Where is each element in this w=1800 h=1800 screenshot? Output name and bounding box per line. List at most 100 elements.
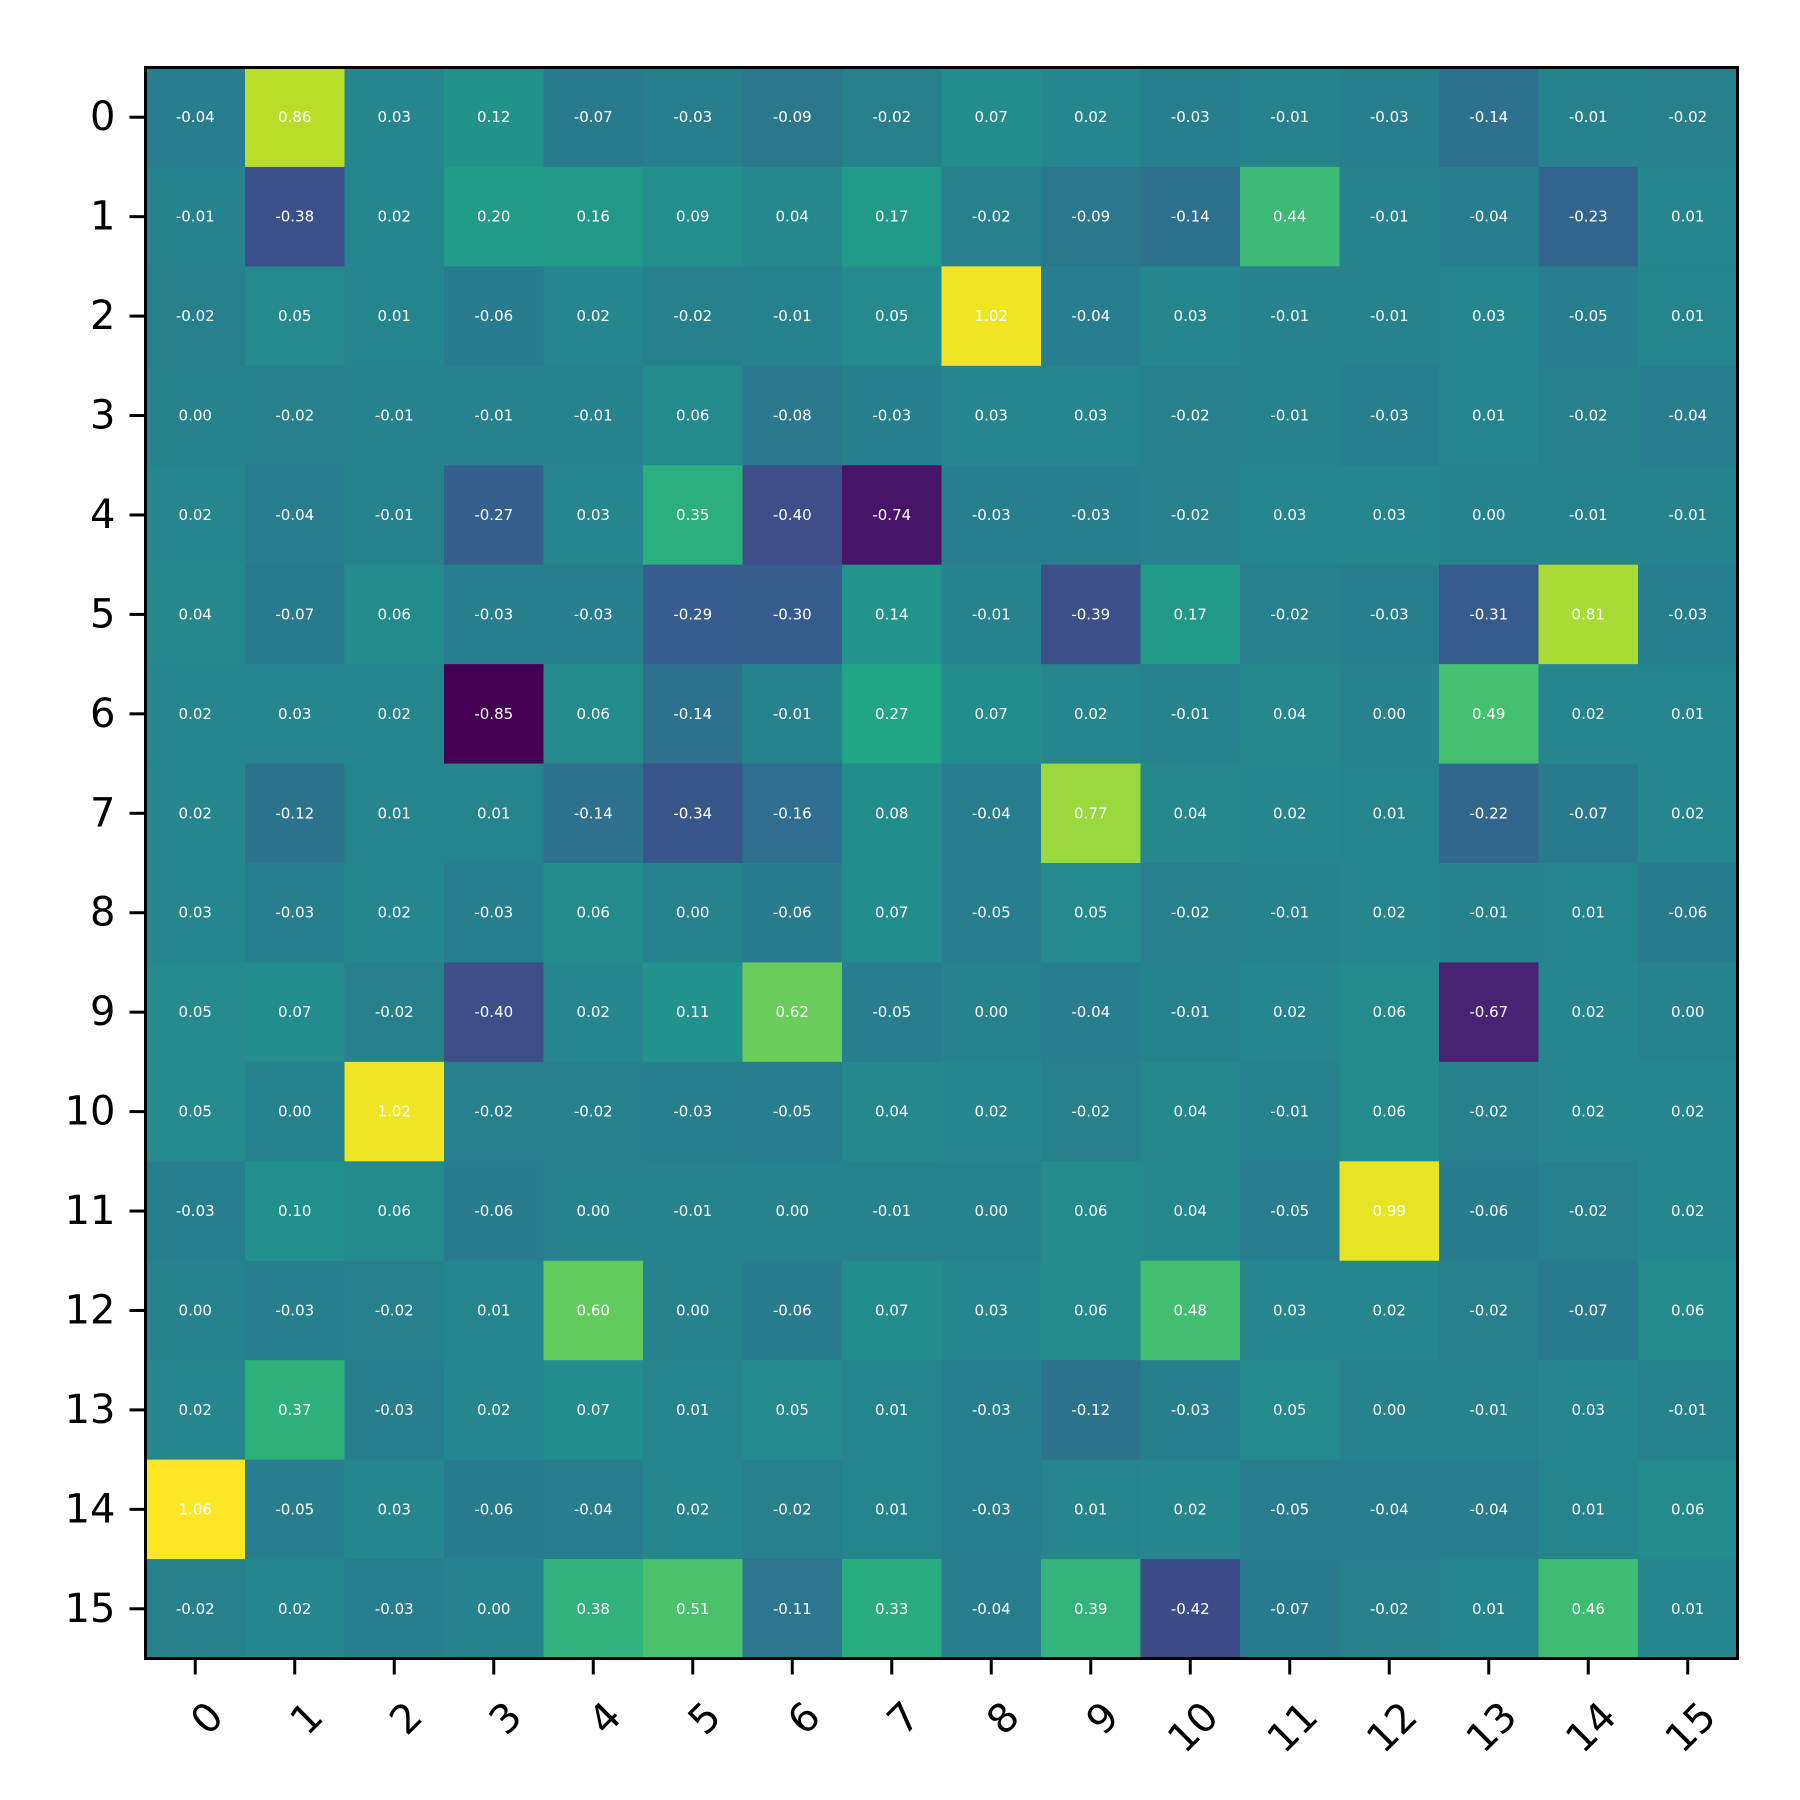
cell-value-label-r11-c8: 0.00 — [975, 1202, 1008, 1220]
heatmap-cell-r9-c0 — [145, 962, 246, 1063]
heatmap-cell-r6-c12 — [1339, 664, 1440, 765]
cell-value-label-r4-c13: 0.00 — [1472, 506, 1505, 524]
heatmap-cell-r6-c13 — [1439, 664, 1540, 765]
y-tick-label-6: 6 — [90, 691, 115, 737]
cell-value-label-r4-c6: -0.40 — [773, 506, 812, 524]
heatmap-cell-r2-c7 — [842, 266, 943, 367]
heatmap-cell-r3-c7 — [842, 365, 943, 466]
heatmap-cell-r9-c14 — [1538, 962, 1639, 1063]
cell-value-label-r10-c10: 0.04 — [1174, 1103, 1207, 1121]
heatmap-cell-r8-c13 — [1439, 863, 1540, 964]
cell-value-label-r1-c1: -0.38 — [275, 208, 314, 226]
cell-value-label-r8-c15: -0.06 — [1668, 904, 1707, 922]
cell-value-label-r8-c3: -0.03 — [474, 904, 513, 922]
heatmap-cell-r13-c15 — [1638, 1360, 1739, 1461]
cell-value-label-r10-c3: -0.02 — [474, 1103, 513, 1121]
cell-value-label-r3-c8: 0.03 — [975, 407, 1008, 425]
heatmap-cell-r1-c8 — [941, 166, 1042, 267]
heatmap-cell-r15-c13 — [1439, 1559, 1540, 1660]
cell-value-label-r6-c4: 0.06 — [577, 705, 610, 723]
heatmap-cell-r3-c6 — [742, 365, 843, 466]
cell-value-label-r15-c0: -0.02 — [176, 1600, 215, 1618]
x-tick-label-8: 8 — [978, 1693, 1029, 1744]
heatmap-cell-r12-c6 — [742, 1260, 843, 1361]
heatmap-cell-r1-c2 — [344, 166, 445, 267]
cell-value-label-r15-c5: 0.51 — [676, 1600, 709, 1618]
cell-value-label-r11-c0: -0.03 — [176, 1202, 215, 1220]
heatmap-cell-r1-c3 — [444, 166, 545, 267]
x-tick-label-0: 0 — [182, 1693, 233, 1744]
heatmap-cell-r7-c8 — [941, 763, 1042, 864]
heatmap-cell-r8-c4 — [543, 863, 644, 964]
heatmap-cell-r2-c12 — [1339, 266, 1440, 367]
cell-value-label-r10-c8: 0.02 — [975, 1103, 1008, 1121]
cell-value-label-r1-c11: 0.44 — [1273, 208, 1306, 226]
cell-value-label-r13-c5: 0.01 — [676, 1401, 709, 1419]
heatmap-cell-r7-c9 — [1041, 763, 1142, 864]
heatmap-cell-r10-c12 — [1339, 1061, 1440, 1162]
cell-value-label-r6-c8: 0.07 — [975, 705, 1008, 723]
heatmap-cell-r11-c13 — [1439, 1161, 1540, 1262]
heatmap-cell-r15-c11 — [1240, 1559, 1341, 1660]
heatmap-cell-r8-c3 — [444, 863, 545, 964]
heatmap-cell-r15-c1 — [245, 1559, 346, 1660]
heatmap-cell-r14-c3 — [444, 1459, 545, 1560]
cell-value-label-r7-c9: 0.77 — [1074, 804, 1107, 822]
heatmap-cell-r2-c9 — [1041, 266, 1142, 367]
cell-value-label-r14-c0: 1.06 — [179, 1500, 212, 1518]
cell-value-label-r5-c3: -0.03 — [474, 605, 513, 623]
cell-value-label-r15-c1: 0.02 — [278, 1600, 311, 1618]
cell-value-label-r1-c13: -0.04 — [1469, 208, 1508, 226]
cell-value-label-r10-c12: 0.06 — [1373, 1103, 1406, 1121]
heatmap-cell-r2-c2 — [344, 266, 445, 367]
cell-value-label-r3-c1: -0.02 — [275, 407, 314, 425]
cell-value-label-r3-c10: -0.02 — [1171, 407, 1210, 425]
heatmap-cell-r6-c3 — [444, 664, 545, 765]
cell-value-label-r11-c2: 0.06 — [378, 1202, 411, 1220]
heatmap-cell-r6-c2 — [344, 664, 445, 765]
heatmap-cell-r7-c10 — [1140, 763, 1241, 864]
heatmap-cell-r13-c0 — [145, 1360, 246, 1461]
cell-value-label-r5-c7: 0.14 — [875, 605, 908, 623]
cell-value-label-r6-c9: 0.02 — [1074, 705, 1107, 723]
heatmap-cell-r12-c14 — [1538, 1260, 1639, 1361]
cell-value-label-r14-c5: 0.02 — [676, 1500, 709, 1518]
heatmap-cell-r10-c9 — [1041, 1061, 1142, 1162]
heatmap-cell-r7-c12 — [1339, 763, 1440, 864]
cell-value-label-r9-c4: 0.02 — [577, 1003, 610, 1021]
cell-value-label-r6-c5: -0.14 — [673, 705, 712, 723]
cell-value-label-r4-c10: -0.02 — [1171, 506, 1210, 524]
heatmap-cell-r13-c2 — [344, 1360, 445, 1461]
cell-value-label-r1-c3: 0.20 — [477, 208, 510, 226]
heatmap-cell-r5-c11 — [1240, 564, 1341, 665]
cell-value-label-r3-c11: -0.01 — [1270, 407, 1309, 425]
x-tick-label-4: 4 — [580, 1693, 631, 1744]
y-tick-label-5: 5 — [90, 591, 115, 637]
heatmap-cell-r14-c7 — [842, 1459, 943, 1560]
heatmap-cell-r1-c1 — [245, 166, 346, 267]
cell-value-label-r10-c1: 0.00 — [278, 1103, 311, 1121]
heatmap-cell-r4-c12 — [1339, 465, 1440, 566]
heatmap-cell-r15-c3 — [444, 1559, 545, 1660]
heatmap-cell-r0-c6 — [742, 67, 843, 168]
cell-value-label-r10-c13: -0.02 — [1469, 1103, 1508, 1121]
heatmap-cell-r14-c14 — [1538, 1459, 1639, 1560]
cell-value-label-r6-c15: 0.01 — [1671, 705, 1704, 723]
cell-value-label-r10-c14: 0.02 — [1572, 1103, 1605, 1121]
heatmap-cell-r4-c10 — [1140, 465, 1241, 566]
cell-value-label-r4-c1: -0.04 — [275, 506, 314, 524]
heatmap-cell-r7-c13 — [1439, 763, 1540, 864]
cell-value-label-r12-c14: -0.07 — [1569, 1301, 1608, 1319]
heatmap-cell-r9-c9 — [1041, 962, 1142, 1063]
heatmap-cell-r15-c8 — [941, 1559, 1042, 1660]
heatmap-cell-r15-c12 — [1339, 1559, 1440, 1660]
heatmap-cell-r7-c6 — [742, 763, 843, 864]
heatmap-cell-r3-c10 — [1140, 365, 1241, 466]
heatmap-cell-r9-c11 — [1240, 962, 1341, 1063]
heatmap-cell-r6-c0 — [145, 664, 246, 765]
cell-value-label-r1-c4: 0.16 — [577, 208, 610, 226]
heatmap-cell-r9-c15 — [1638, 962, 1739, 1063]
heatmap-cell-r11-c1 — [245, 1161, 346, 1262]
cell-value-label-r11-c14: -0.02 — [1569, 1202, 1608, 1220]
y-tick-label-0: 0 — [90, 94, 115, 140]
